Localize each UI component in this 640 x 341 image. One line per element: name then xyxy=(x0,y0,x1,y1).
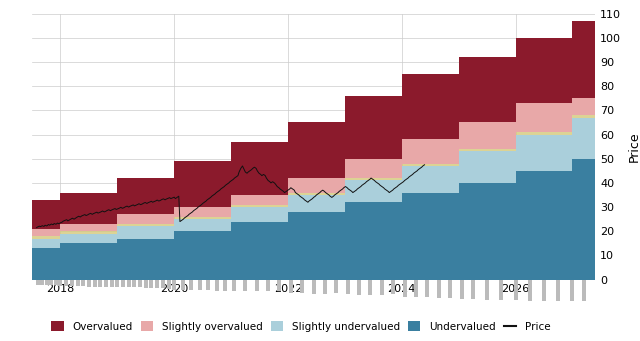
Bar xyxy=(127,280,131,287)
Bar xyxy=(323,280,327,294)
Bar xyxy=(513,280,518,300)
Bar xyxy=(403,280,406,297)
Bar xyxy=(232,280,236,291)
Bar xyxy=(255,280,259,291)
Bar xyxy=(528,280,532,301)
Bar xyxy=(64,280,68,286)
Bar xyxy=(144,280,148,288)
Bar xyxy=(570,280,575,301)
Bar xyxy=(346,280,349,294)
Bar xyxy=(542,280,546,301)
Bar xyxy=(499,280,503,300)
Bar xyxy=(357,280,361,295)
Bar xyxy=(380,280,384,295)
Bar xyxy=(556,280,560,301)
Bar xyxy=(471,280,475,299)
Bar xyxy=(70,280,74,286)
Bar xyxy=(36,280,40,285)
Bar xyxy=(289,280,293,293)
Bar xyxy=(138,280,142,287)
Legend: Overvalued, Slightly overvalued, Slightly undervalued, Undervalued, Price: Overvalued, Slightly overvalued, Slightl… xyxy=(47,317,554,336)
Bar xyxy=(49,280,53,285)
Bar xyxy=(99,280,102,287)
Bar xyxy=(121,280,125,287)
Bar xyxy=(243,280,247,291)
Bar xyxy=(93,280,97,287)
Bar xyxy=(485,280,489,300)
Bar xyxy=(223,280,227,291)
Bar xyxy=(45,280,49,285)
Bar xyxy=(58,280,63,286)
Bar xyxy=(189,280,193,290)
Bar xyxy=(426,280,429,297)
Bar xyxy=(166,280,170,289)
Bar xyxy=(115,280,119,287)
Bar xyxy=(161,280,165,288)
Bar xyxy=(414,280,418,297)
Bar xyxy=(198,280,202,290)
Bar xyxy=(334,280,339,293)
Bar xyxy=(132,280,136,287)
Bar xyxy=(40,280,44,285)
Bar xyxy=(436,280,441,298)
Bar xyxy=(155,280,159,288)
Bar xyxy=(266,280,270,291)
Y-axis label: Price: Price xyxy=(628,131,640,162)
Bar xyxy=(300,280,304,293)
Bar xyxy=(81,280,85,286)
Bar xyxy=(54,280,58,285)
Bar xyxy=(172,280,176,290)
Bar xyxy=(369,280,372,295)
Bar xyxy=(87,280,91,287)
Bar xyxy=(215,280,219,291)
Bar xyxy=(104,280,108,287)
Bar xyxy=(448,280,452,298)
Bar xyxy=(278,280,282,291)
Bar xyxy=(460,280,463,299)
Bar xyxy=(206,280,211,290)
Bar xyxy=(312,280,316,294)
Bar xyxy=(180,280,185,290)
Bar xyxy=(391,280,396,294)
Bar xyxy=(582,280,586,301)
Bar xyxy=(76,280,79,286)
Bar xyxy=(150,280,154,288)
Bar xyxy=(109,280,114,287)
